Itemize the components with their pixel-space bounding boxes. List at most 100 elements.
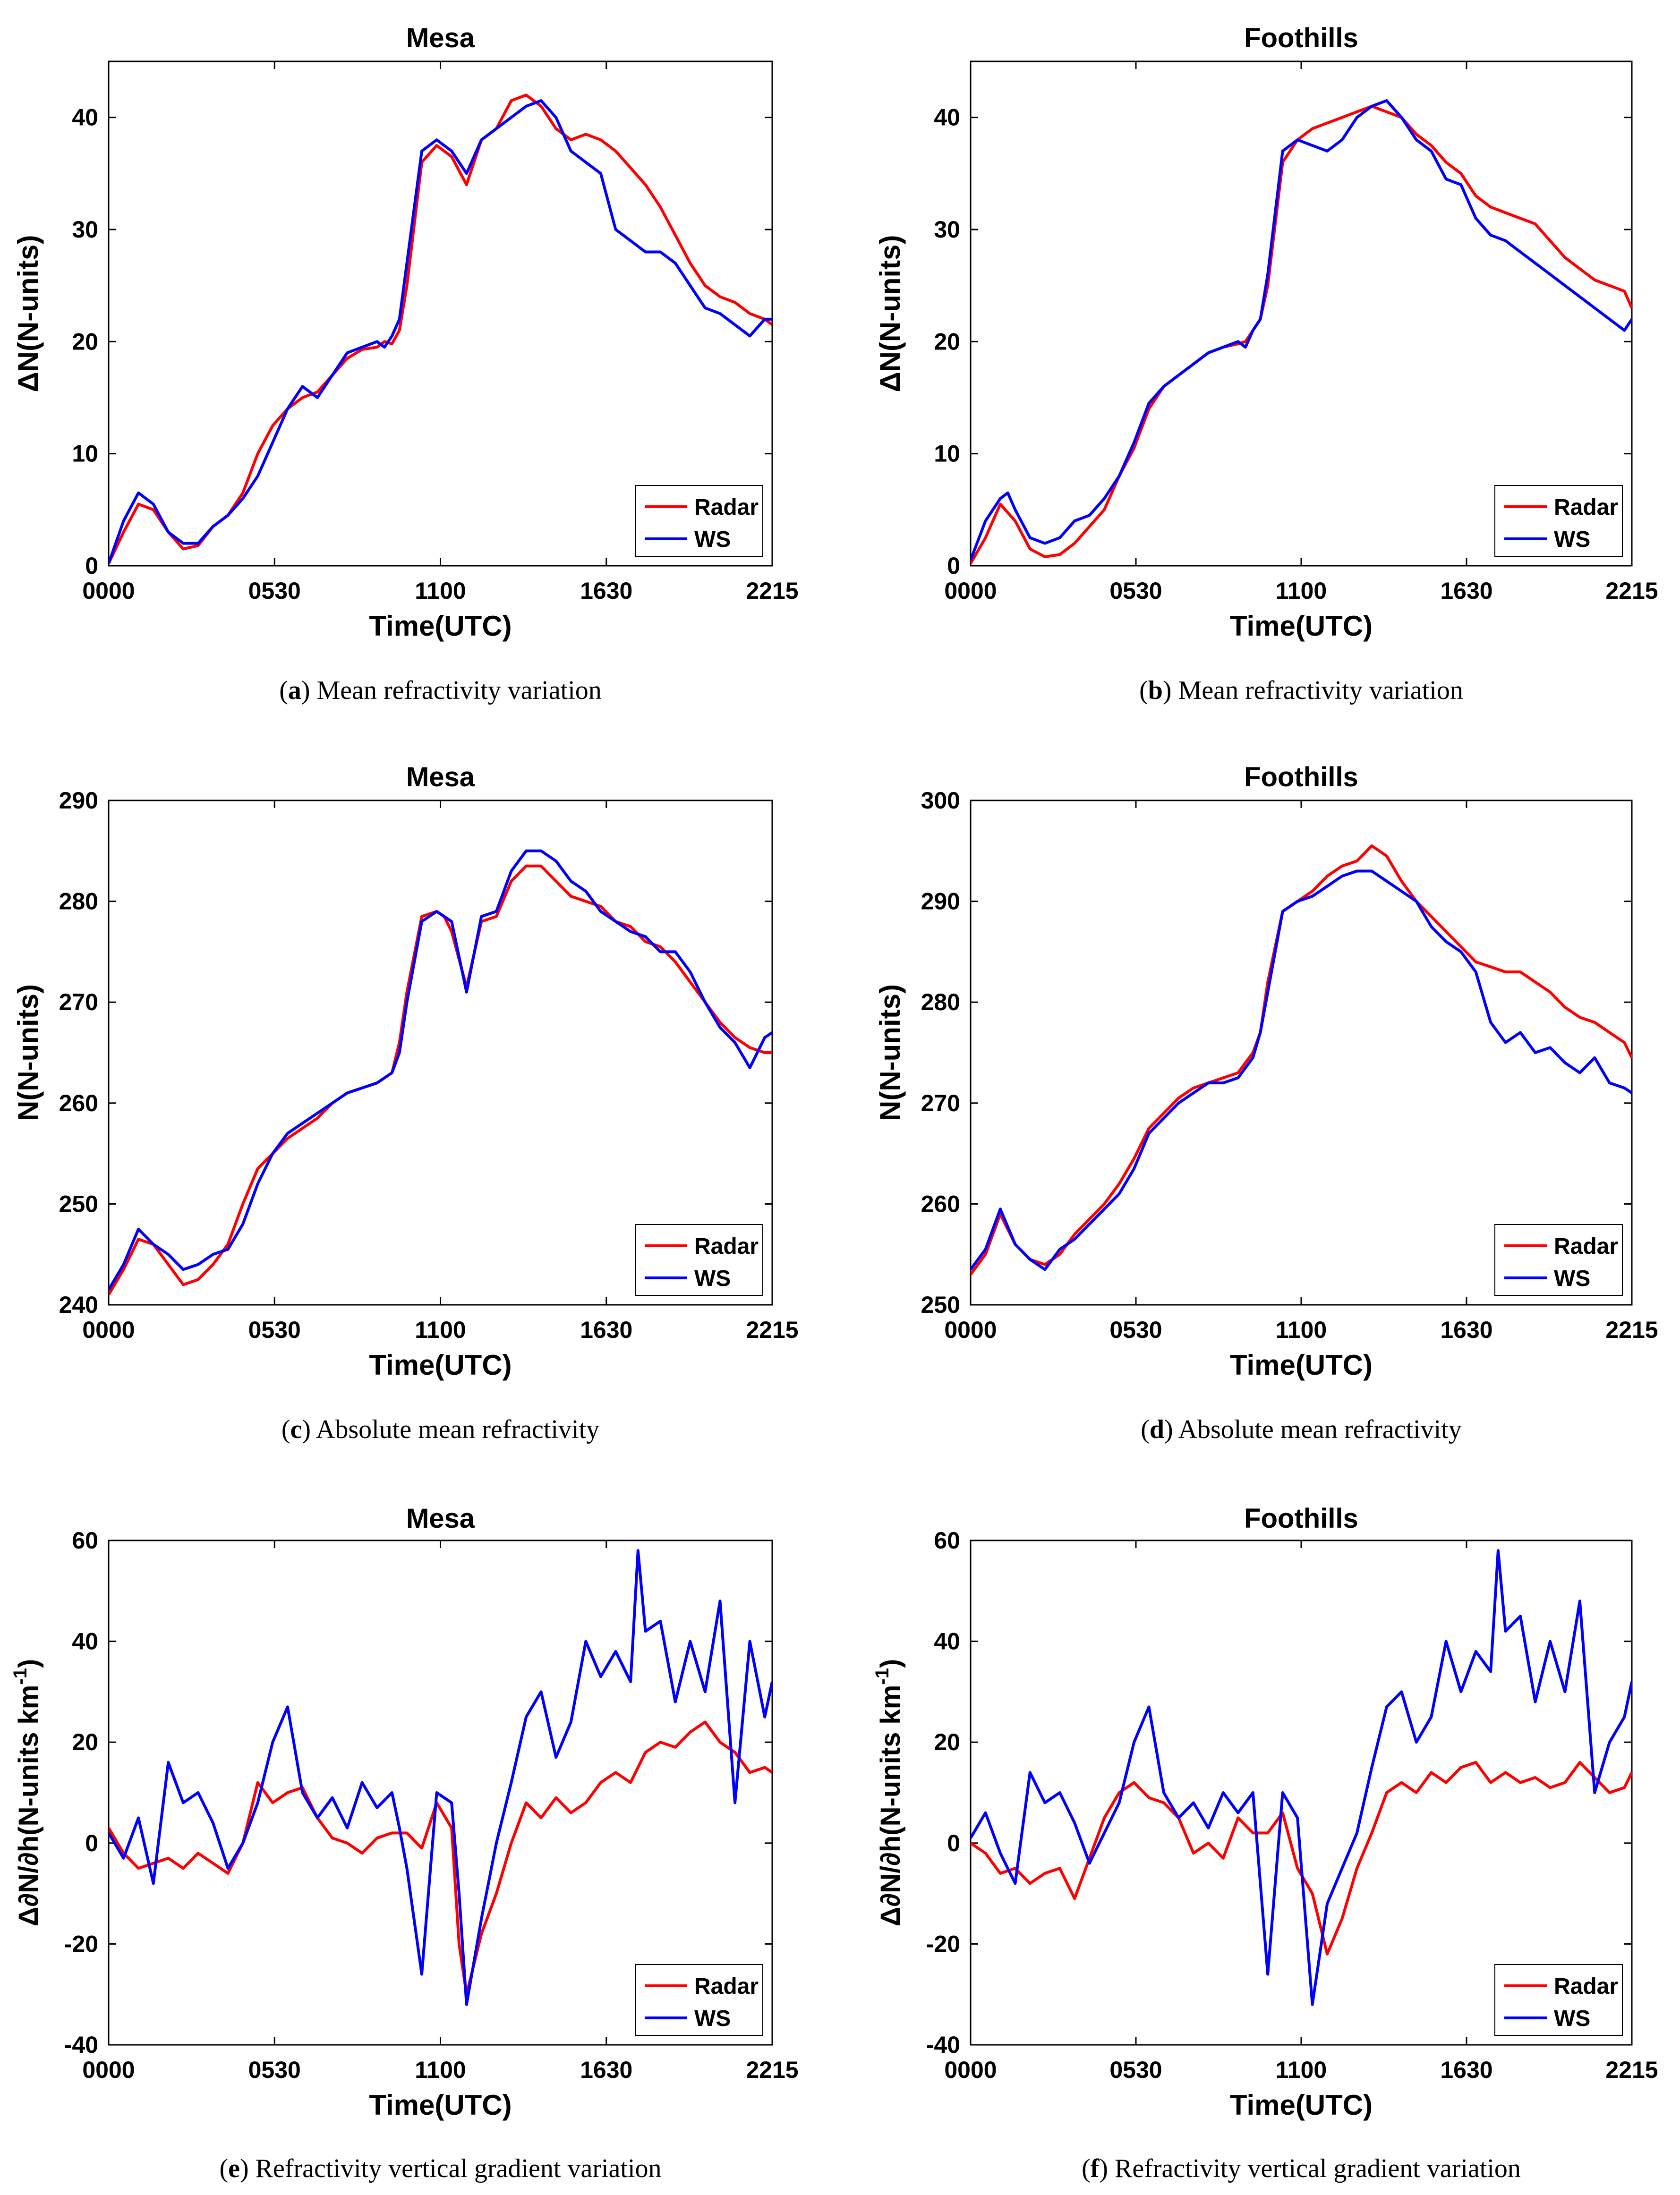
y-axis-label: N(N-units) xyxy=(12,984,44,1121)
x-tick-label: 2215 xyxy=(1605,1317,1658,1343)
series-line-radar xyxy=(971,1761,1632,1956)
chart-title: Mesa xyxy=(406,23,475,53)
x-tick-label: 0000 xyxy=(82,1317,135,1343)
legend: Radar WS xyxy=(635,1224,763,1296)
y-tick-label: 280 xyxy=(59,888,98,915)
y-tick-label: 290 xyxy=(59,787,98,814)
legend-label-radar: Radar xyxy=(1554,1974,1618,1999)
panel-caption: (b) Mean refractivity variation xyxy=(1139,676,1463,705)
x-tick-label: 0530 xyxy=(1109,2057,1162,2083)
chart-panel-f: Foothills 0000 0530 1100 1630 2215 -40 -20 0 20 40… xyxy=(872,1503,1658,2183)
plot-area xyxy=(108,800,773,1306)
y-tick-label: 40 xyxy=(934,1628,960,1655)
chart-panel-d: Foothills 0000 0530 1100 1630 2215 250 260 270 28… xyxy=(874,762,1658,1444)
series-line-ws xyxy=(109,1549,772,2006)
x-axis-label: Time(UTC) xyxy=(1230,1349,1373,1381)
y-tick-label: 240 xyxy=(59,1292,98,1318)
series-line-ws xyxy=(109,99,772,564)
legend: Radar WS xyxy=(1494,1964,1623,2036)
legend-box xyxy=(635,1224,763,1296)
x-tick-label: 0530 xyxy=(248,2057,301,2083)
x-axis-label: Time(UTC) xyxy=(369,1349,512,1381)
x-tick-label: 1630 xyxy=(1440,578,1492,604)
x-tick-label: 1100 xyxy=(415,2057,466,2083)
x-tick-label: 2215 xyxy=(746,1317,798,1343)
x-tick-label: 1630 xyxy=(1440,1317,1492,1343)
legend-label-radar: Radar xyxy=(1554,1234,1618,1259)
x-tick-label: 0530 xyxy=(1109,1317,1162,1343)
plot-area xyxy=(970,60,1633,567)
x-tick-label: 1100 xyxy=(415,1317,466,1343)
legend-label-radar: Radar xyxy=(694,1234,759,1259)
plot-area xyxy=(970,800,1633,1306)
legend-box xyxy=(1494,1964,1623,2036)
x-tick-label: 1100 xyxy=(415,578,466,604)
chart-panel-e: Mesa 0000 0530 1100 1630 2215 -40 -20 0 20 40 60 Tim… xyxy=(10,1503,799,2183)
x-tick-label: 0530 xyxy=(248,1317,301,1343)
legend-label-ws: WS xyxy=(694,2006,731,2031)
legend: Radar WS xyxy=(635,1964,763,2036)
y-axis-label: Δ∂N/∂h(N-units km-1) xyxy=(872,1659,906,1926)
panel-caption: (d) Absolute mean refractivity xyxy=(1141,1415,1462,1444)
y-tick-label: 20 xyxy=(72,1729,98,1755)
x-tick-label: 0000 xyxy=(82,2057,135,2083)
chart-panel-c: Mesa 0000 0530 1100 1630 2215 240 250 260 270 280 2… xyxy=(12,762,799,1444)
x-tick-label: 1100 xyxy=(1276,2057,1327,2083)
y-tick-label: 40 xyxy=(72,104,98,131)
y-axis-label: Δ∂N/∂h(N-units km-1) xyxy=(10,1659,44,1926)
y-tick-label: 10 xyxy=(934,441,960,467)
x-axis-label: Time(UTC) xyxy=(1230,2089,1373,2121)
x-tick-label: 2215 xyxy=(1605,578,1658,604)
chart-title: Mesa xyxy=(406,1503,475,1534)
legend-box xyxy=(1494,1224,1623,1296)
y-axis-label: ΔN(N-units) xyxy=(874,235,906,392)
y-tick-label: 0 xyxy=(85,1830,98,1856)
x-tick-label: 2215 xyxy=(746,2057,798,2083)
x-tick-label: 2215 xyxy=(1605,2057,1658,2083)
x-tick-label: 0000 xyxy=(944,2057,997,2083)
chart-title: Mesa xyxy=(406,762,475,792)
x-tick-label: 1630 xyxy=(580,1317,632,1343)
x-tick-label: 0000 xyxy=(82,578,135,604)
y-tick-label: 270 xyxy=(921,1090,960,1116)
x-tick-label: 0530 xyxy=(248,578,301,604)
legend: Radar WS xyxy=(635,485,763,557)
y-tick-label: 0 xyxy=(85,553,98,579)
x-axis-label: Time(UTC) xyxy=(1230,610,1373,642)
legend: Radar WS xyxy=(1494,485,1623,557)
y-axis-label: ΔN(N-units) xyxy=(12,235,44,392)
y-tick-label: 250 xyxy=(921,1292,960,1318)
y-tick-label: 30 xyxy=(934,216,960,243)
y-tick-label: -40 xyxy=(64,2032,98,2058)
chart-title: Foothills xyxy=(1244,23,1358,53)
legend-label-ws: WS xyxy=(1554,2006,1590,2031)
panel-caption: (a) Mean refractivity variation xyxy=(279,676,602,705)
chart-title: Foothills xyxy=(1244,762,1358,792)
y-tick-label: 40 xyxy=(934,104,960,131)
y-tick-label: 280 xyxy=(921,989,960,1015)
legend-label-ws: WS xyxy=(694,1266,731,1291)
y-tick-label: 0 xyxy=(947,1830,960,1856)
legend-box xyxy=(635,485,763,557)
series-line-radar xyxy=(971,104,1632,564)
series-line-ws xyxy=(109,849,772,1291)
legend-label-ws: WS xyxy=(1554,527,1590,552)
y-tick-label: 30 xyxy=(72,216,98,243)
legend-box xyxy=(1494,485,1623,557)
legend-label-radar: Radar xyxy=(694,1974,759,1999)
panel-caption: (f) Refractivity vertical gradient varia… xyxy=(1082,2154,1521,2183)
y-tick-label: 10 xyxy=(72,441,98,467)
series-line-ws xyxy=(971,1549,1632,2006)
y-tick-label: 290 xyxy=(921,888,960,915)
series-line-ws xyxy=(971,99,1632,561)
legend-label-ws: WS xyxy=(1554,1266,1590,1291)
chart-panel-b: Foothills 0000 0530 1100 1630 2215 0 10 20 30 40 Ti… xyxy=(874,23,1658,705)
x-tick-label: 1100 xyxy=(1276,1317,1327,1343)
panel-caption: (c) Absolute mean refractivity xyxy=(281,1415,599,1444)
legend-box xyxy=(635,1964,763,2036)
series-line-ws xyxy=(971,869,1632,1271)
x-tick-label: 0000 xyxy=(944,578,997,604)
legend: Radar WS xyxy=(1494,1224,1623,1296)
y-tick-label: 270 xyxy=(59,989,98,1015)
